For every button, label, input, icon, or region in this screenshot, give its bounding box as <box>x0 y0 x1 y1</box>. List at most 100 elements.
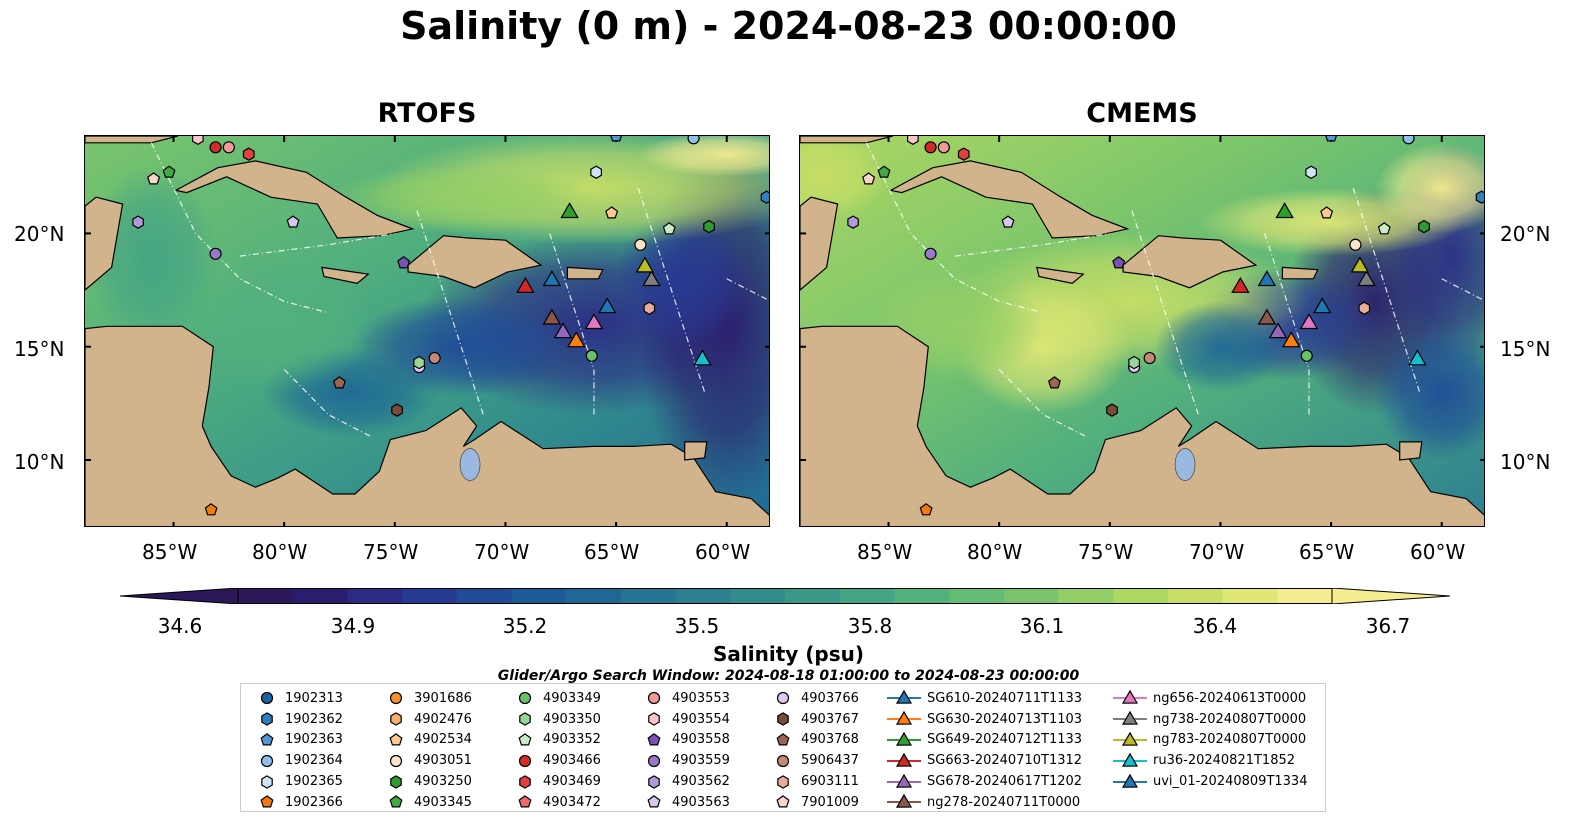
legend-marker <box>260 692 274 705</box>
legend-label: 1902313 <box>285 690 343 706</box>
legend-label: 1902366 <box>285 794 343 810</box>
observation-marker <box>877 165 891 178</box>
observation-marker <box>1408 349 1427 366</box>
legend-marker <box>390 774 402 789</box>
legend-marker-icon <box>647 733 661 746</box>
legend-marker <box>895 773 913 788</box>
lon-tick-label: 65°W <box>584 540 640 564</box>
observation-marker <box>1112 256 1126 269</box>
legend-marker <box>261 712 273 726</box>
legend-marker <box>895 794 913 809</box>
observation-marker <box>1305 165 1318 179</box>
observation-marker <box>1475 190 1484 204</box>
legend-marker <box>260 733 274 746</box>
legend-marker <box>389 754 403 767</box>
legend-marker-icon <box>776 795 790 808</box>
observation-marker <box>286 215 300 228</box>
legend-marker-icon <box>261 774 273 789</box>
legend-marker-icon <box>519 712 531 726</box>
legend-item: SG649-20240712T1133 <box>887 730 1082 751</box>
legend-item: 5906437 <box>771 750 859 771</box>
legend-marker <box>519 712 531 726</box>
legend-column: 3901686 4902476 4902534 4903051 4903250 49033… <box>384 688 472 813</box>
legend-marker-icon <box>887 752 921 767</box>
lat-tick-label-right: 20°N <box>1500 222 1551 246</box>
legend-label: 4903554 <box>672 711 730 727</box>
legend-marker <box>1121 690 1139 705</box>
legend-marker-icon <box>887 711 921 725</box>
observation-marker <box>693 349 712 366</box>
legend-marker-icon <box>648 712 660 726</box>
legend-label: SG630-20240713T1103 <box>927 711 1083 727</box>
colorbar-segment <box>511 588 567 604</box>
legend-item: 4903768 <box>771 730 859 751</box>
colorbar-tick-label: 35.5 <box>674 614 720 638</box>
legend-item: SG678-20240617T1202 <box>887 771 1082 792</box>
legend-label: 7901009 <box>801 794 859 810</box>
legend-column: 1902313 1902362 1902363 1902364 1902365 19023… <box>255 688 343 813</box>
observation-marker <box>598 297 617 314</box>
legend-item: 7901009 <box>771 792 859 813</box>
observation-marker <box>590 165 603 179</box>
lat-tick-label-left: 20°N <box>14 222 65 246</box>
legend-marker <box>518 692 532 705</box>
legend-marker-icon <box>776 733 790 746</box>
legend-column: ng656-20240613T0000 ng738-20240807T0000 ng… <box>1113 688 1307 792</box>
panel-title-rtofs: RTOFS <box>377 98 477 129</box>
observation-marker <box>1275 202 1294 219</box>
legend-label: 4903553 <box>672 690 730 706</box>
legend-label: 4903250 <box>414 774 472 790</box>
lon-tick-label: 60°W <box>695 540 751 564</box>
observation-marker <box>1418 219 1430 234</box>
legend-label: SG610-20240711T1133 <box>927 690 1083 706</box>
observation-marker <box>1350 256 1370 273</box>
observation-marker <box>1402 136 1415 145</box>
legend-marker-icon <box>518 692 532 705</box>
legend-item: 3901686 <box>384 688 472 709</box>
observation-marker <box>924 141 937 154</box>
legend: 1902313 1902362 1902363 1902364 1902365 19023… <box>240 683 1326 812</box>
observation-marker <box>1257 308 1277 325</box>
legend-marker <box>389 692 403 705</box>
legend-marker-icon <box>260 692 274 705</box>
observation-marker <box>1299 313 1319 330</box>
legend-item: 4903250 <box>384 771 472 792</box>
legend-marker-icon <box>777 712 789 726</box>
lon-tick-label: 70°W <box>1189 540 1245 564</box>
legend-item: 1902366 <box>255 792 343 813</box>
colorbar-segment <box>620 588 677 604</box>
observation-marker <box>642 270 661 287</box>
legend-marker-icon <box>887 773 921 788</box>
legend-column: SG610-20240711T1133 SG630-20240713T1103 SG… <box>887 688 1082 813</box>
colorbar-segment <box>1277 588 1333 604</box>
legend-marker <box>390 712 402 726</box>
colorbar-segment <box>675 588 731 604</box>
observation-marker <box>1313 297 1332 314</box>
legend-marker <box>1121 731 1139 746</box>
legend-label: 4903352 <box>543 732 601 748</box>
panel-title-cmems: CMEMS <box>1086 98 1198 129</box>
legend-marker <box>1121 773 1139 788</box>
legend-marker-icon <box>1113 690 1147 705</box>
observation-marker <box>687 136 700 145</box>
observation-marker <box>584 313 604 330</box>
colorbar-segment <box>566 588 622 604</box>
legend-label: ng656-20240613T0000 <box>1153 690 1307 706</box>
legend-marker <box>389 795 403 808</box>
colorbar-extend-high <box>1331 588 1450 604</box>
lat-tick-label-left: 15°N <box>14 337 65 361</box>
legend-marker-icon <box>776 754 790 767</box>
lon-tick-label: 85°W <box>857 540 913 564</box>
legend-marker-icon <box>887 794 921 809</box>
search-window-caption: Glider/Argo Search Window: 2024-08-18 01… <box>497 668 1080 684</box>
observation-marker <box>391 403 403 417</box>
observation-marker <box>553 322 573 339</box>
observation-marker <box>862 172 876 185</box>
legend-marker <box>647 795 661 808</box>
legend-marker <box>519 774 531 789</box>
legend-label: 6903111 <box>801 774 859 790</box>
colorbar-tick-label: 35.8 <box>847 614 893 638</box>
legend-label: 4902476 <box>414 711 472 727</box>
legend-column: 4903349 4903350 4903352 4903466 4903469 49034… <box>513 688 601 813</box>
observation-marker <box>1320 206 1334 219</box>
